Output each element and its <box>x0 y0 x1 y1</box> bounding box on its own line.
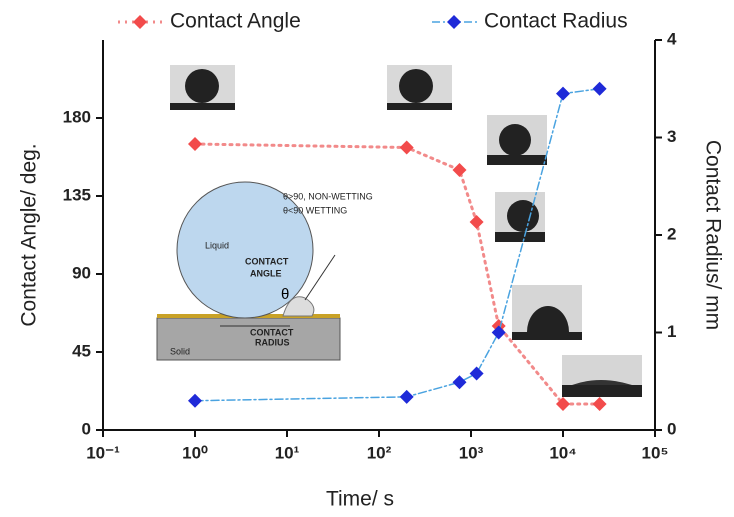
annotation: θ<90 WETTING <box>283 205 347 215</box>
annotation: θ>90, NON-WETTING <box>283 191 373 201</box>
x-tick-label: 10⁴ <box>549 443 576 462</box>
legend-marker <box>133 15 147 29</box>
y-tick-label: 90 <box>72 263 91 282</box>
data-point <box>593 82 607 96</box>
data-point <box>470 215 484 229</box>
legend-label: Contact Angle <box>170 10 301 33</box>
data-point <box>453 163 467 177</box>
y-tick-label: 0 <box>82 419 91 438</box>
data-point <box>400 390 414 404</box>
y-tick-label: 135 <box>63 185 91 204</box>
annotation: Solid <box>170 346 190 356</box>
x-axis-label: Time/ s <box>326 488 394 511</box>
x-tick-label: 10¹ <box>275 443 300 462</box>
annotation: Liquid <box>205 240 229 250</box>
data-point <box>593 397 607 411</box>
annotation: RADIUS <box>255 337 290 347</box>
data-point <box>556 87 570 101</box>
data-point <box>400 140 414 154</box>
y2-tick-label: 0 <box>667 419 676 438</box>
y2-tick-label: 2 <box>667 224 676 243</box>
annotation: ANGLE <box>250 268 282 278</box>
y-tick-label: 45 <box>72 341 91 360</box>
legend-marker <box>447 15 461 29</box>
y2-tick-label: 1 <box>667 322 676 341</box>
x-tick-label: 10⁻¹ <box>86 443 120 462</box>
annotation: CONTACT <box>250 327 294 337</box>
data-point <box>470 366 484 380</box>
annotation: θ <box>281 286 289 303</box>
x-tick-label: 10³ <box>459 443 484 462</box>
x-tick-label: 10⁵ <box>642 443 669 462</box>
annotation: CONTACT <box>245 256 289 266</box>
y2-tick-label: 3 <box>667 127 676 146</box>
chart: θ>90, NON-WETTING θ<90 WETTING Liquid CO… <box>0 0 734 517</box>
y2-tick-label: 4 <box>667 29 677 48</box>
data-point <box>453 375 467 389</box>
x-tick-label: 10² <box>367 443 392 462</box>
legend-label: Contact Radius <box>484 10 628 33</box>
y-axis-label: Contact Angle/ deg. <box>18 143 41 326</box>
y-tick-label: 180 <box>63 107 91 126</box>
data-point <box>188 394 202 408</box>
data-point <box>188 137 202 151</box>
x-tick-label: 10⁰ <box>182 443 208 462</box>
y2-axis-label: Contact Radius/ mm <box>701 140 724 330</box>
